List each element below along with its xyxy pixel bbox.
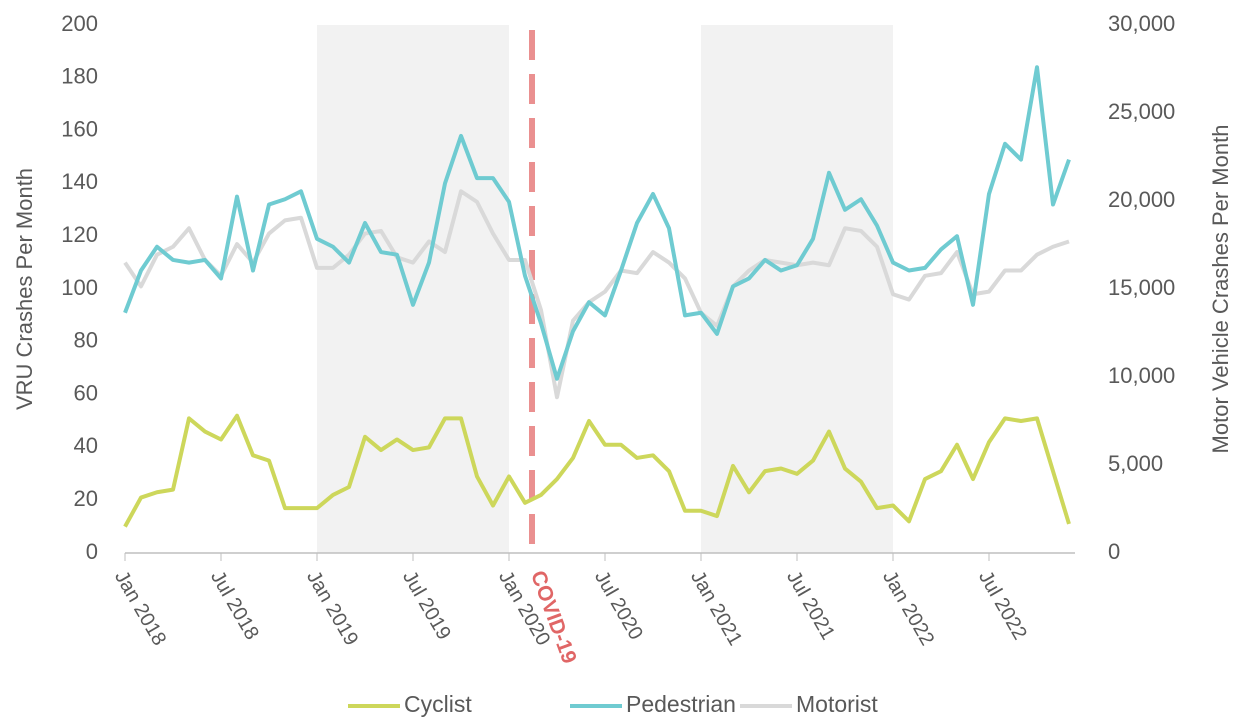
x-tick-label: Jul 2018 — [206, 567, 263, 643]
legend-label: Pedestrian — [626, 691, 736, 717]
y-tick-label: 60 — [74, 380, 98, 405]
y2-tick-label: 0 — [1108, 539, 1120, 564]
x-tick-label: Jul 2020 — [590, 567, 647, 643]
y-tick-label: 140 — [61, 169, 98, 194]
y2-tick-label: 20,000 — [1108, 187, 1175, 212]
line-series — [123, 189, 1070, 400]
x-tick-label: Jan 2019 — [302, 567, 362, 649]
y-tick-label: 40 — [74, 433, 98, 458]
shaded-band — [317, 25, 509, 553]
y-tick-label: 80 — [74, 328, 98, 353]
line-series — [123, 413, 1071, 528]
x-tick-label: Jan 2018 — [110, 567, 170, 649]
y-tick-label: 100 — [61, 275, 98, 300]
line-series — [123, 65, 1071, 381]
y2-tick-label: 15,000 — [1108, 275, 1175, 300]
x-tick-label: Jul 2021 — [782, 567, 839, 643]
y-tick-label: 200 — [61, 11, 98, 36]
y2-tick-label: 25,000 — [1108, 99, 1175, 124]
y-tick-label: 160 — [61, 116, 98, 141]
legend-label: Motorist — [796, 691, 878, 717]
y2-tick-label: 30,000 — [1108, 11, 1175, 36]
x-tick-label: Jul 2022 — [974, 567, 1031, 643]
x-tick-label: Jan 2021 — [686, 567, 746, 649]
x-tick-label: Jul 2019 — [398, 567, 455, 643]
y-tick-label: 20 — [74, 486, 98, 511]
legend-label: Cyclist — [404, 691, 472, 717]
x-tick-label: Jan 2022 — [878, 567, 938, 649]
y2-tick-label: 5,000 — [1108, 451, 1163, 476]
y-axis-title: VRU Crashes Per Month — [12, 168, 37, 410]
y-tick-label: 120 — [61, 222, 98, 247]
y-tick-label: 180 — [61, 64, 98, 89]
y-tick-label: 0 — [86, 539, 98, 564]
y2-axis-title: Motor Vehicle Crashes Per Month — [1208, 125, 1233, 454]
y2-tick-label: 10,000 — [1108, 363, 1175, 388]
